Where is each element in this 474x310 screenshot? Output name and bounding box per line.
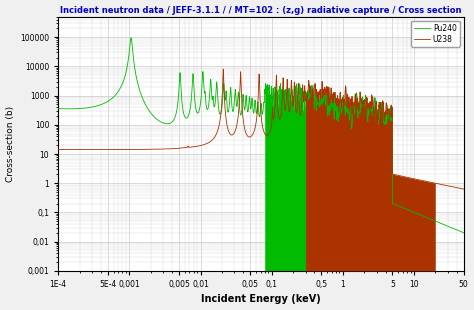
U238 <box>156 147 162 151</box>
U238 <box>461 187 466 191</box>
Pu240 <box>55 107 61 110</box>
Pu240 <box>128 36 134 40</box>
Legend: Pu240, U238: Pu240, U238 <box>411 20 460 47</box>
U238 <box>346 103 351 107</box>
Title: Incident neutron data / JEFF-3.1.1 / / MT=102 : (z,g) radiative capture / Cross : Incident neutron data / JEFF-3.1.1 / / M… <box>60 6 462 15</box>
Line: Pu240: Pu240 <box>58 38 464 233</box>
Pu240 <box>435 220 440 224</box>
Line: U238: U238 <box>58 69 464 189</box>
Pu240 <box>156 119 162 123</box>
Pu240 <box>316 97 321 101</box>
Pu240 <box>346 110 351 113</box>
X-axis label: Incident Energy (keV): Incident Energy (keV) <box>201 294 321 304</box>
Pu240 <box>461 231 466 235</box>
Y-axis label: Cross-section (b): Cross-section (b) <box>6 106 15 182</box>
U238 <box>301 98 306 102</box>
U238 <box>247 135 253 139</box>
Pu240 <box>247 100 253 104</box>
U238 <box>220 67 226 71</box>
Pu240 <box>301 90 306 94</box>
U238 <box>316 101 321 105</box>
U238 <box>55 148 61 151</box>
U238 <box>435 182 440 185</box>
